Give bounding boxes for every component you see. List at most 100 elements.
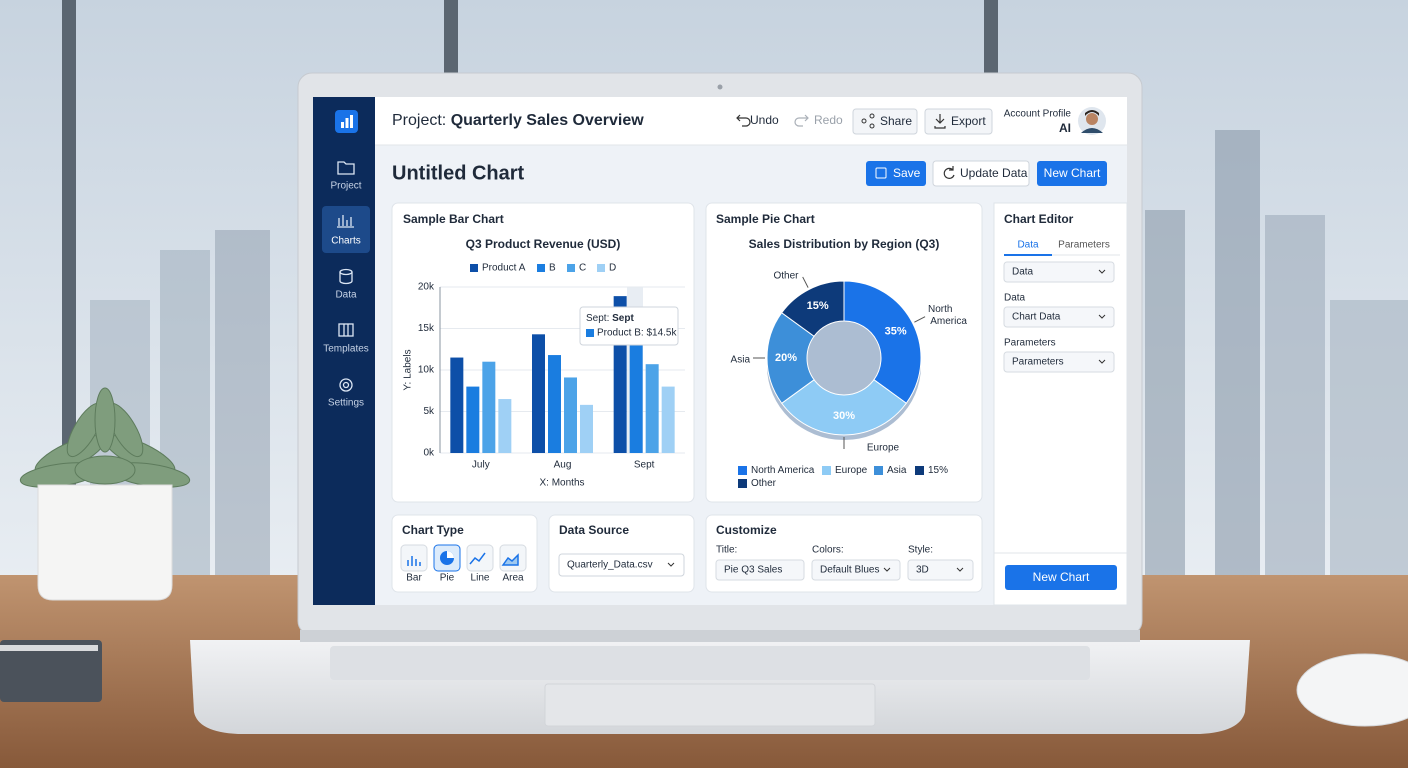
nav-item[interactable]: Data: [335, 290, 357, 301]
customize-panel: Customize Title: Colors: Style: Pie Q3 S…: [715, 523, 974, 581]
tooltip: Sept: Sept Product B: $14.5k: [579, 306, 679, 346]
legend-label: North America: [751, 465, 815, 476]
callout-label: North America: [928, 304, 967, 327]
pie-slice: [843, 280, 922, 404]
input-value: Pie Q3 Sales: [724, 565, 782, 576]
file-dropdown[interactable]: Quarterly_Data.csv: [558, 553, 685, 577]
undo-button[interactable]: Undo: [736, 113, 779, 127]
header: Project: Quarterly Sales Overview Undo R…: [375, 97, 1127, 146]
y-tick-label: 20k: [418, 282, 435, 293]
bar: [532, 334, 545, 453]
tab[interactable]: Data: [1017, 240, 1039, 251]
chart-name: Untitled Chart: [392, 162, 525, 184]
redo-button[interactable]: Redo: [794, 113, 843, 127]
bar: [580, 404, 593, 453]
chevron: [1098, 359, 1106, 364]
dropdown-value: Chart Data: [1012, 312, 1061, 323]
nav-item[interactable]: Project: [330, 181, 361, 192]
account-label: Account Profile: [1004, 109, 1072, 120]
option-label: Bar: [406, 573, 422, 584]
pie-slice: [781, 280, 845, 337]
title-input[interactable]: Pie Q3 Sales: [715, 559, 805, 581]
legend-swatch: [738, 466, 747, 475]
y-tick-label: 10k: [418, 365, 435, 376]
option-box: [466, 544, 494, 572]
share-label: Share: [880, 114, 912, 128]
new-chart-button[interactable]: New Chart: [1005, 565, 1117, 590]
tooltip-box: [579, 306, 679, 346]
panel-title: Chart Editor: [1004, 212, 1074, 226]
legend-label: Other: [751, 478, 777, 489]
callout-label: Asia: [731, 355, 751, 366]
field-dropdown[interactable]: Chart Data: [1003, 306, 1115, 328]
bar: [450, 357, 464, 453]
chart-type-option[interactable]: Pie: [433, 544, 461, 584]
save-label: Save: [893, 166, 921, 180]
nav-item[interactable]: Templates: [323, 344, 369, 355]
tooltip-item: Product B: $14.5k: [597, 328, 677, 339]
x-tick-label: Aug: [554, 460, 572, 471]
account[interactable]: Account Profile AI: [1004, 107, 1106, 135]
pie-slice: [781, 379, 907, 436]
legend-swatch: [537, 264, 545, 272]
export-button[interactable]: Export: [924, 108, 993, 135]
save-button[interactable]: Save: [866, 161, 926, 186]
nav-item[interactable]: Charts: [331, 236, 360, 247]
field-label: Colors:: [812, 545, 844, 556]
share-button[interactable]: Share: [852, 108, 918, 135]
field-dropdown[interactable]: Parameters: [1003, 351, 1115, 373]
bar: [645, 364, 659, 453]
data-source-panel: Data Source Quarterly_Data.csv: [558, 523, 685, 577]
bar: [629, 332, 643, 453]
chart-type-option[interactable]: Area: [499, 544, 527, 584]
card-title: Sample Bar Chart: [403, 212, 504, 226]
y-tick-label: 15k: [418, 323, 435, 334]
chart-title: Sales Distribution by Region (Q3): [749, 237, 940, 251]
project-title: Project: Quarterly Sales Overview: [392, 112, 644, 129]
chart-type-option[interactable]: Bar: [400, 544, 428, 584]
callout-line-text: North: [928, 304, 952, 315]
dropdown-value: Parameters: [1012, 357, 1064, 368]
panel-title: Data Source: [559, 523, 629, 537]
tab[interactable]: Parameters: [1058, 240, 1110, 251]
legend-label: D: [609, 263, 616, 274]
slice-label: 20%: [775, 352, 797, 364]
x-tick-label: July: [472, 460, 490, 471]
callout-line: [914, 316, 926, 323]
callout-label: Other: [773, 271, 799, 282]
callout-line: [802, 276, 809, 288]
update-button[interactable]: Update Data: [932, 160, 1030, 187]
chart-type-option[interactable]: Line: [466, 544, 494, 584]
option-icon: [447, 551, 454, 558]
pie-chart: Sample Pie Chart Sales Distribution by R…: [716, 212, 967, 489]
x-axis-label: X: Months: [539, 478, 584, 489]
colors-dropdown[interactable]: Default Blues: [811, 559, 901, 581]
chevron: [1098, 314, 1106, 319]
bar-chart: Sample Bar Chart Q3 Product Revenue (USD…: [403, 212, 685, 489]
slice-label: 35%: [885, 326, 907, 338]
tooltip-swatch: [586, 329, 594, 337]
bar: [548, 355, 561, 453]
option-box: [499, 544, 527, 572]
redo-label: Redo: [814, 113, 843, 127]
legend-swatch: [915, 466, 924, 475]
new-chart-button[interactable]: New Chart: [1037, 161, 1107, 186]
update-label: Update Data: [960, 166, 1028, 180]
style-dropdown[interactable]: 3D: [907, 559, 974, 581]
field-label: Title:: [716, 545, 737, 556]
option-box: [400, 544, 428, 572]
slice-label: 15%: [807, 300, 829, 312]
bar: [498, 399, 512, 453]
file-name: Quarterly_Data.csv: [567, 560, 653, 571]
bar: [482, 361, 496, 453]
dropdown-value: Data: [1012, 267, 1034, 278]
dropdown-value: 3D: [916, 565, 929, 576]
toolbar: Untitled Chart Save Update Data New Char…: [392, 160, 1107, 187]
editor-dropdown[interactable]: Data: [1003, 261, 1115, 283]
project-name: Quarterly Sales Overview: [451, 112, 645, 129]
option-icon: [469, 552, 486, 565]
callout-label: Europe: [867, 443, 900, 454]
nav-item[interactable]: Settings: [328, 398, 364, 409]
chart-title: Q3 Product Revenue (USD): [466, 237, 621, 251]
option-icon: [501, 553, 519, 566]
